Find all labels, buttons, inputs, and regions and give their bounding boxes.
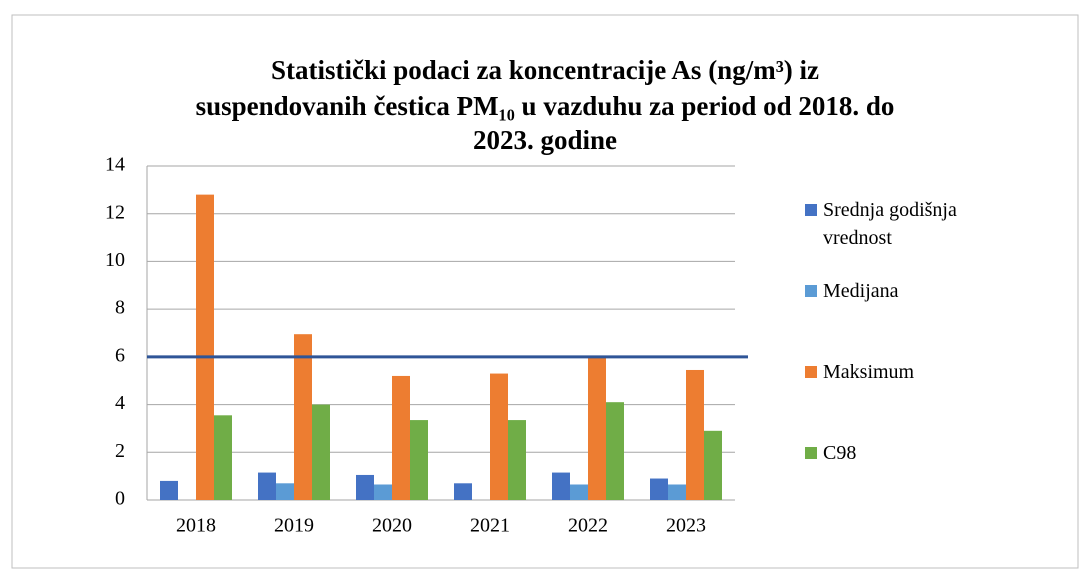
bar — [374, 484, 392, 500]
x-tick-label: 2021 — [470, 515, 510, 537]
bar — [276, 483, 294, 500]
bar — [588, 356, 606, 500]
x-tick-label: 2020 — [372, 515, 412, 537]
y-tick-label: 14 — [105, 154, 125, 176]
bar — [606, 402, 624, 500]
legend-item: Medijana — [805, 277, 1035, 305]
bar — [356, 474, 374, 500]
y-tick-label: 12 — [105, 201, 125, 223]
bar — [196, 194, 214, 500]
x-tick-label: 2023 — [666, 515, 706, 537]
legend-swatch — [805, 204, 817, 216]
chart-title: Statistički podaci za koncentracije As (… — [271, 55, 819, 85]
x-tick-label: 2022 — [568, 515, 608, 537]
bar — [160, 480, 178, 500]
legend-item: Srednja godišnja vrednost — [805, 196, 1035, 252]
bar — [454, 483, 472, 500]
bar — [570, 484, 588, 500]
chart-title: suspendovanih čestica PM₁₀ u vazduhu za … — [196, 91, 895, 121]
legend-swatch — [805, 447, 817, 459]
bar — [294, 334, 312, 500]
legend-label: Medijana — [823, 280, 899, 302]
x-tick-label: 2019 — [274, 515, 314, 537]
y-tick-label: 2 — [115, 440, 125, 462]
chart-title: 2023. godine — [473, 125, 617, 155]
chart-frame — [11, 14, 1079, 569]
legend-label: Srednja godišnja vrednost — [823, 199, 957, 249]
bar — [650, 478, 668, 500]
legend-label: C98 — [823, 442, 857, 464]
x-tick-label: 2018 — [176, 515, 216, 537]
bar — [668, 484, 686, 500]
y-tick-label: 4 — [115, 392, 125, 414]
y-tick-label: 10 — [105, 249, 125, 271]
y-tick-label: 8 — [115, 297, 125, 319]
bar — [392, 375, 410, 500]
bar — [552, 472, 570, 500]
bar — [490, 373, 508, 500]
bar — [410, 420, 428, 500]
bar — [258, 472, 276, 500]
legend-swatch — [805, 366, 817, 378]
bar — [214, 415, 232, 500]
y-tick-label: 0 — [115, 488, 125, 510]
y-tick-label: 6 — [115, 344, 125, 366]
bar — [686, 369, 704, 500]
legend-label: Maksimum — [823, 361, 915, 383]
legend-swatch — [805, 285, 817, 297]
legend-item: C98 — [805, 439, 1035, 467]
legend-item: Maksimum — [805, 358, 1035, 386]
bar — [312, 404, 330, 500]
bar — [508, 420, 526, 500]
bar — [704, 430, 722, 500]
